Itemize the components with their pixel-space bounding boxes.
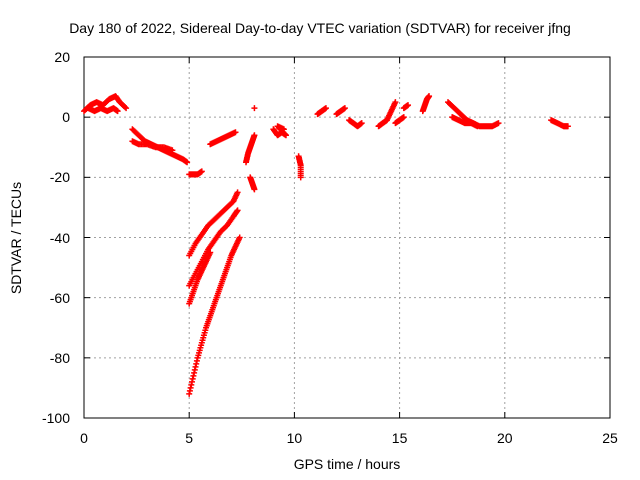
data-point bbox=[426, 93, 433, 100]
series-arc21 bbox=[400, 102, 412, 112]
y-tick-label: -100 bbox=[41, 410, 70, 426]
data-point bbox=[232, 129, 239, 136]
y-tick-label: -60 bbox=[49, 289, 70, 306]
data-point bbox=[251, 132, 258, 139]
series-arc5 bbox=[186, 168, 205, 178]
series-arc11 bbox=[295, 153, 304, 181]
series-arc16 bbox=[314, 105, 329, 118]
data-point bbox=[405, 102, 412, 109]
series-arc15 bbox=[186, 234, 243, 397]
x-axis-label: GPS time / hours bbox=[293, 456, 401, 472]
data-points bbox=[81, 93, 571, 397]
axis-ticks bbox=[83, 56, 611, 419]
x-tick-label: 25 bbox=[602, 430, 618, 446]
data-point bbox=[236, 234, 243, 241]
y-tick-label: -80 bbox=[49, 349, 70, 366]
x-tick-label: 20 bbox=[497, 430, 513, 446]
x-tick-label: 5 bbox=[185, 430, 194, 446]
data-point bbox=[234, 207, 241, 214]
series-arc6 bbox=[207, 129, 239, 148]
x-tick-label: 0 bbox=[80, 430, 88, 446]
series-arc12 bbox=[186, 189, 241, 259]
data-point bbox=[564, 123, 571, 130]
x-tick-label: 10 bbox=[286, 430, 303, 446]
series-arc4 bbox=[129, 138, 176, 154]
data-point bbox=[280, 126, 287, 133]
data-point bbox=[251, 105, 258, 112]
data-point bbox=[358, 120, 365, 127]
series-arc20 bbox=[392, 114, 407, 127]
data-point bbox=[122, 104, 129, 111]
y-tick-label: 20 bbox=[54, 49, 70, 65]
series-arc8 bbox=[247, 174, 258, 193]
series-arc2 bbox=[85, 105, 121, 115]
data-point bbox=[400, 114, 407, 121]
x-tick-label: 15 bbox=[391, 430, 408, 446]
data-point bbox=[123, 105, 130, 112]
series-arc17 bbox=[333, 105, 348, 118]
data-point bbox=[341, 105, 348, 112]
data-point bbox=[251, 186, 258, 193]
data-point bbox=[114, 108, 121, 115]
series-arc9 bbox=[251, 105, 258, 112]
data-point bbox=[392, 99, 399, 106]
series-arc22 bbox=[419, 93, 433, 115]
series-arc19 bbox=[375, 99, 399, 130]
data-point bbox=[184, 159, 191, 166]
series-arc14 bbox=[186, 249, 214, 307]
series-arc10 bbox=[270, 123, 289, 139]
series-arc25 bbox=[548, 117, 571, 130]
data-point bbox=[234, 189, 241, 196]
data-point bbox=[207, 249, 214, 256]
series-arc13 bbox=[186, 207, 241, 289]
y-tick-label: -20 bbox=[49, 169, 70, 186]
data-point bbox=[297, 174, 304, 181]
series-arc7 bbox=[243, 132, 258, 166]
series-arc18 bbox=[346, 117, 365, 130]
chart-title: Day 180 of 2022, Sidereal Day-to-day VTE… bbox=[69, 20, 571, 36]
grid-lines bbox=[84, 57, 610, 418]
y-tick-label: -40 bbox=[49, 229, 70, 246]
y-tick-label: 0 bbox=[62, 109, 70, 126]
data-point bbox=[198, 168, 205, 175]
y-axis-label: SDTVAR / TECUs bbox=[8, 181, 24, 295]
data-point bbox=[169, 147, 176, 154]
data-point bbox=[322, 105, 329, 112]
data-point bbox=[495, 120, 502, 127]
data-point bbox=[474, 123, 481, 130]
plot-frame bbox=[83, 56, 611, 419]
series-arc24 bbox=[449, 114, 481, 130]
